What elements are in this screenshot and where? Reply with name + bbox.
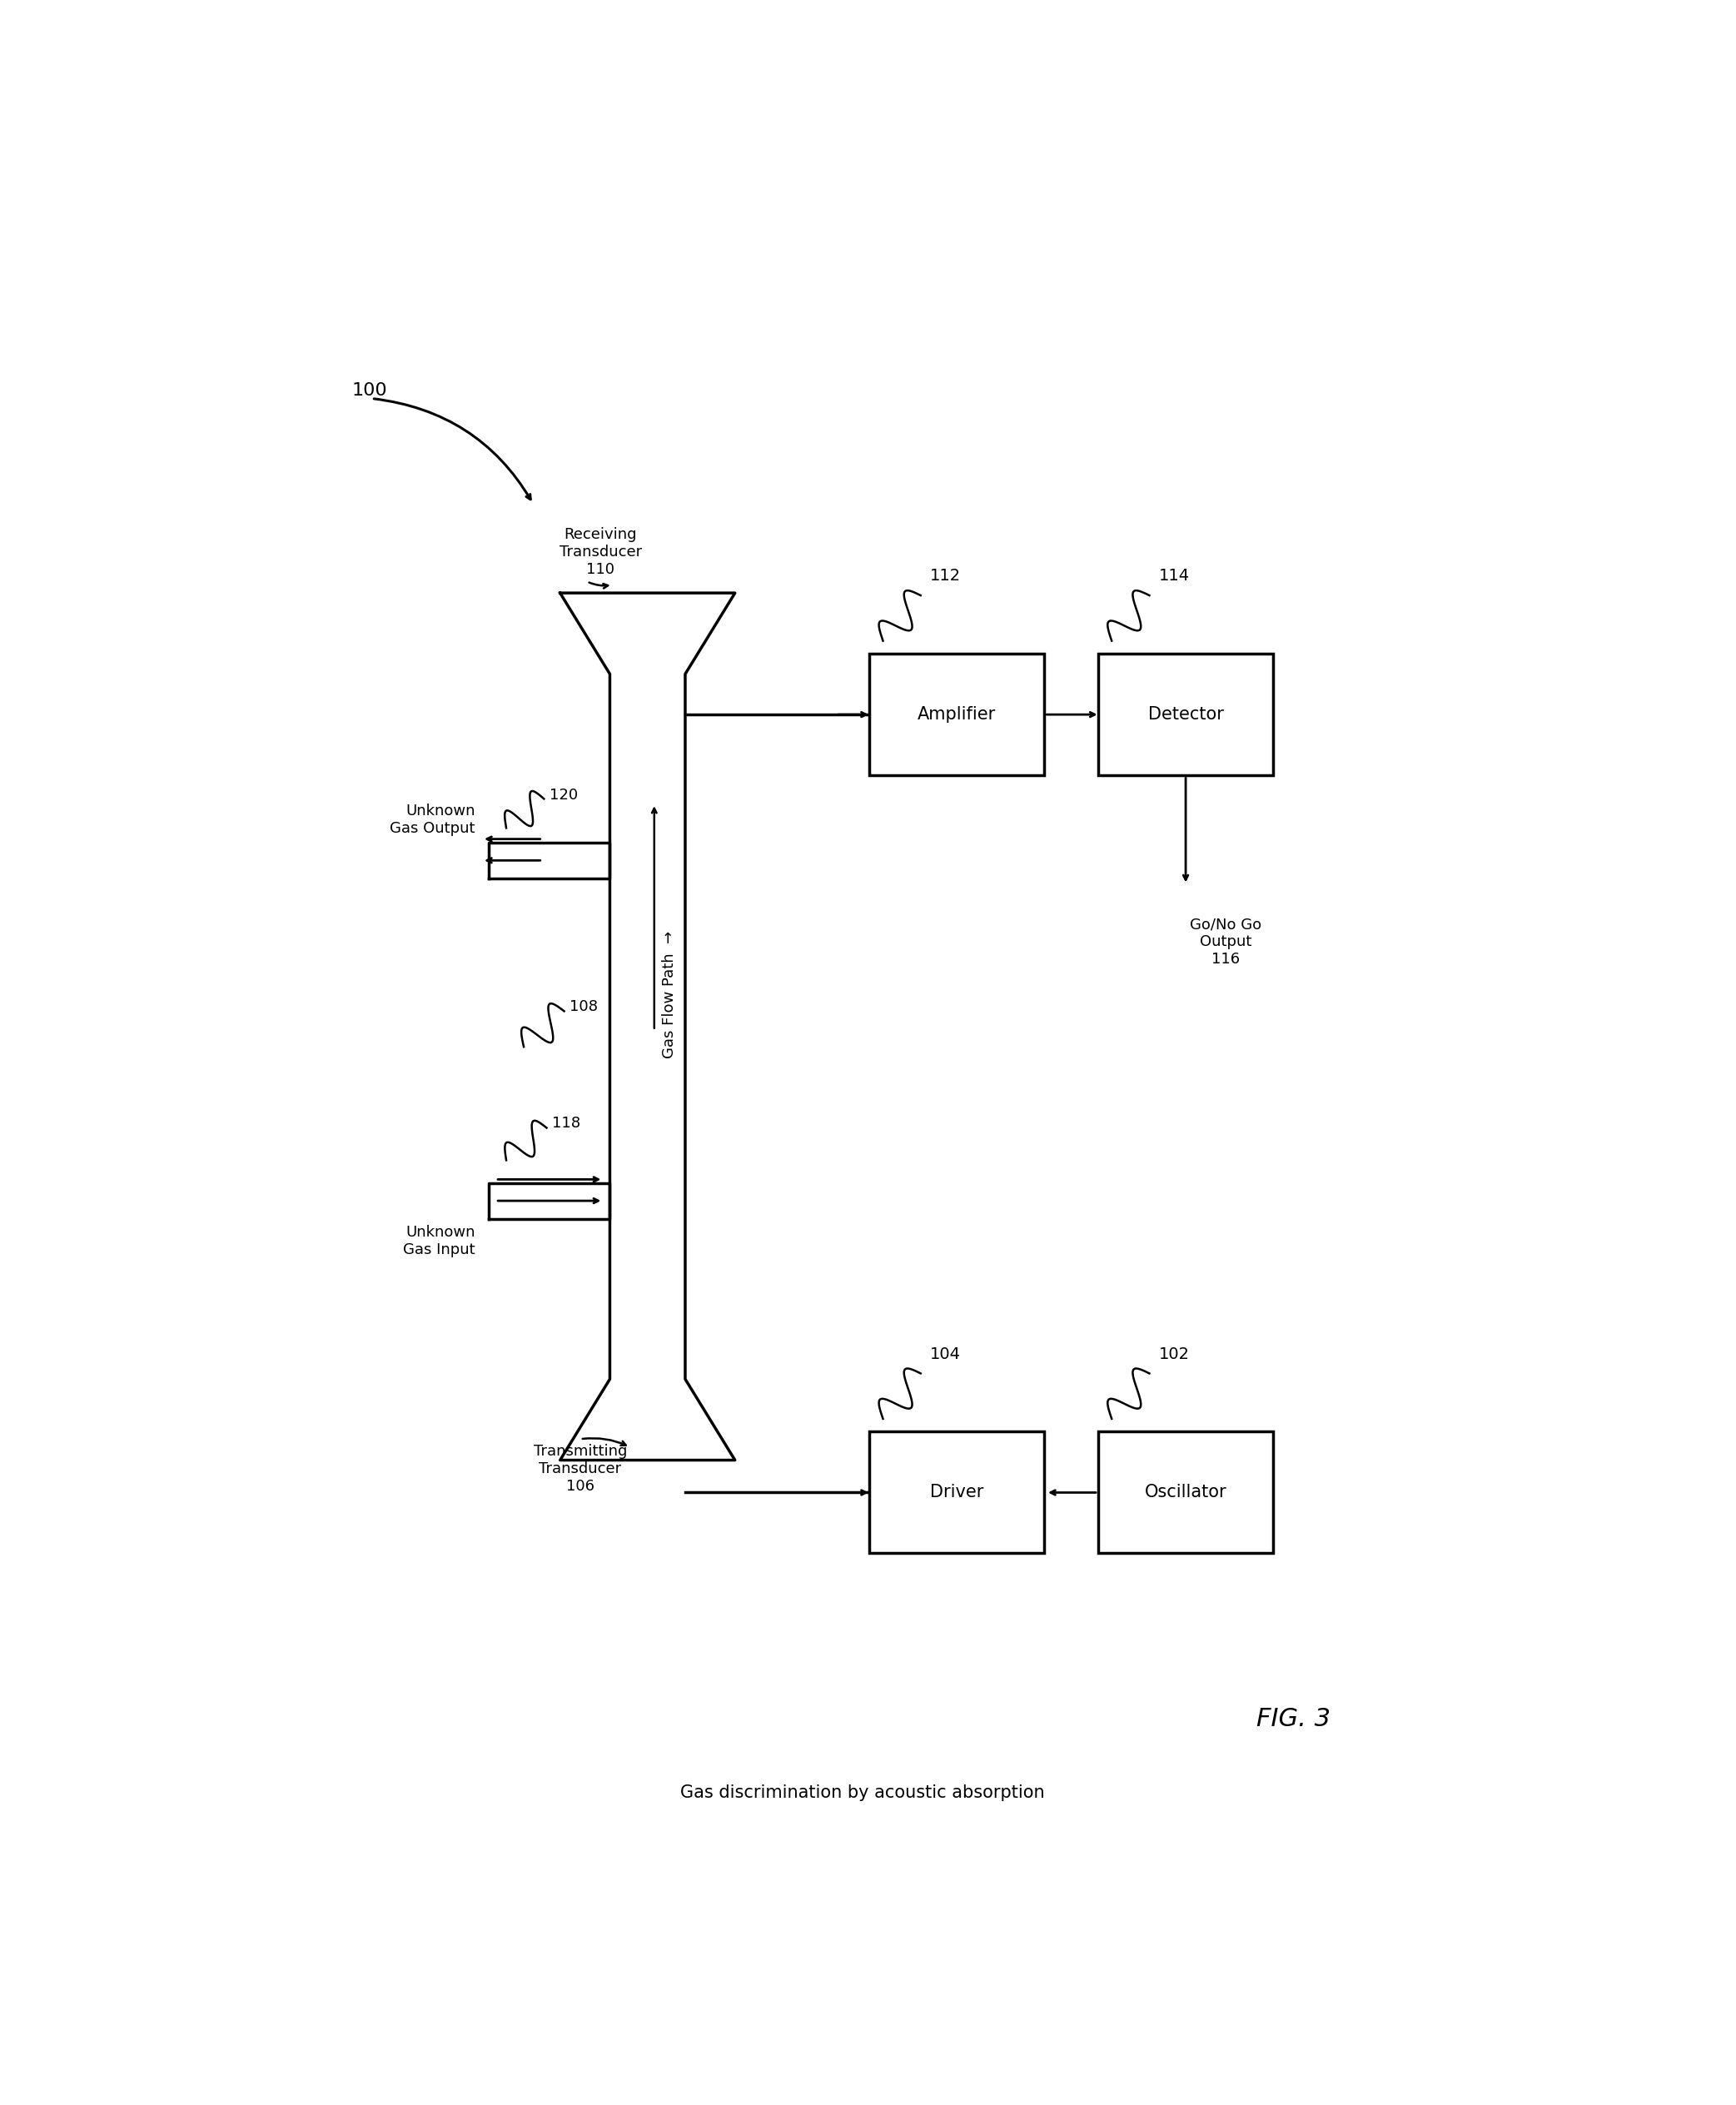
Text: FIG. 3: FIG. 3 (1257, 1707, 1330, 1732)
Text: 102: 102 (1160, 1347, 1189, 1362)
Text: 114: 114 (1160, 568, 1189, 583)
Text: 118: 118 (552, 1116, 580, 1130)
Polygon shape (490, 1183, 609, 1219)
Text: 104: 104 (930, 1347, 960, 1362)
Text: 108: 108 (569, 998, 597, 1015)
Text: Detector: Detector (1147, 705, 1224, 722)
Bar (1099, 655, 1272, 775)
Text: Gas Flow Path  →: Gas Flow Path → (661, 930, 677, 1059)
Text: Unknown
Gas Input: Unknown Gas Input (403, 1225, 476, 1257)
Text: Driver: Driver (930, 1484, 984, 1501)
Text: Go/No Go
Output
116: Go/No Go Output 116 (1191, 918, 1262, 966)
Text: 112: 112 (930, 568, 962, 583)
Text: Receiving
Transducer
110: Receiving Transducer 110 (559, 526, 642, 577)
Bar (870, 1431, 1045, 1553)
Polygon shape (561, 594, 734, 1461)
Bar (1099, 1431, 1272, 1553)
Text: Transmitting
Transducer
106: Transmitting Transducer 106 (533, 1444, 627, 1495)
Text: 120: 120 (549, 787, 578, 804)
Text: Unknown
Gas Output: Unknown Gas Output (391, 804, 476, 836)
Text: 100: 100 (351, 383, 387, 400)
Text: Amplifier: Amplifier (918, 705, 996, 722)
Polygon shape (490, 842, 609, 878)
Text: Gas discrimination by acoustic absorption: Gas discrimination by acoustic absorptio… (681, 1785, 1045, 1800)
Bar (870, 655, 1045, 775)
Text: Oscillator: Oscillator (1144, 1484, 1227, 1501)
